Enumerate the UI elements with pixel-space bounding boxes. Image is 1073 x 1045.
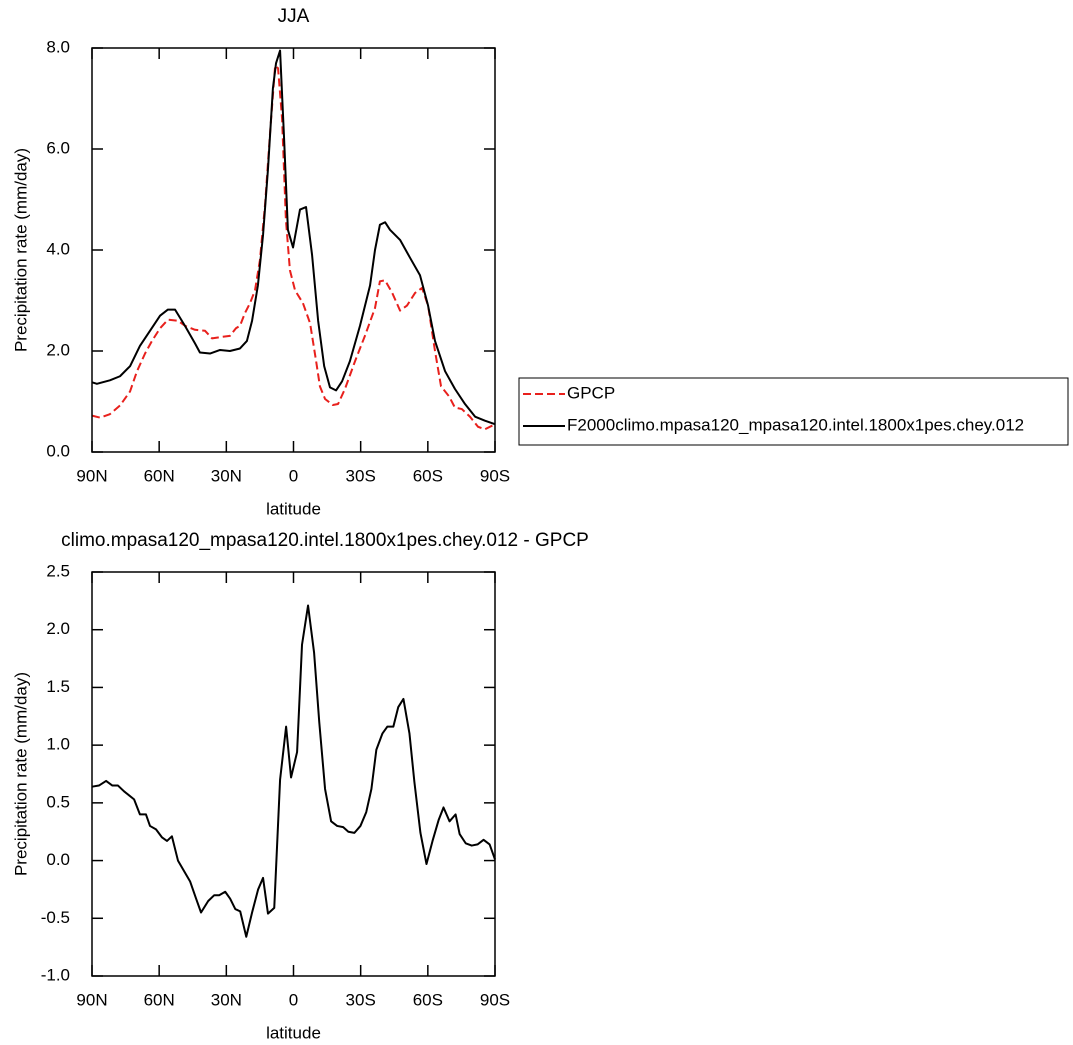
plot-frame [91, 571, 496, 977]
x-tick-label: 60S [413, 466, 443, 485]
legend-box [518, 377, 1069, 446]
x-tick-label: 30S [346, 990, 376, 1009]
data-line [91, 604, 496, 938]
y-tick-label: 2.5 [46, 561, 70, 580]
y-tick-label: -1.0 [41, 965, 70, 984]
x-tick-label: 0 [289, 990, 298, 1009]
data-line [91, 49, 496, 426]
x-tick-label: 90N [76, 466, 107, 485]
x-axis-label: latitude [266, 499, 321, 518]
x-axis-label: latitude [266, 1023, 321, 1042]
x-tick-label: 90N [76, 990, 107, 1009]
chart-title: JJA [278, 6, 310, 27]
chart-title: climo.mpasa120_mpasa120.intel.1800x1pes.… [61, 530, 589, 551]
y-axis-label: Precipitation rate (mm/day) [11, 148, 30, 352]
y-tick-label: 0.0 [46, 850, 70, 869]
x-tick-label: 30N [211, 990, 242, 1009]
x-tick-label: 60N [144, 990, 175, 1009]
x-tick-label: 0 [289, 466, 298, 485]
y-axis-label: Precipitation rate (mm/day) [11, 672, 30, 876]
y-tick-label: 2.0 [46, 619, 70, 638]
x-tick-label: 30S [346, 466, 376, 485]
x-tick-label: 90S [480, 990, 510, 1009]
x-tick-label: 30N [211, 466, 242, 485]
x-tick-label: 60S [413, 990, 443, 1009]
y-tick-label: 4.0 [46, 239, 70, 258]
legend-label: F2000climo.mpasa120_mpasa120.intel.1800x… [567, 415, 1024, 434]
y-tick-label: 8.0 [46, 37, 70, 56]
y-tick-label: 0.0 [46, 441, 70, 460]
plot-frame [91, 47, 496, 453]
x-tick-label: 90S [480, 466, 510, 485]
y-tick-label: -0.5 [41, 908, 70, 927]
data-line [91, 64, 496, 431]
y-tick-label: 1.0 [46, 735, 70, 754]
y-tick-label: 1.5 [46, 677, 70, 696]
y-tick-label: 2.0 [46, 340, 70, 359]
legend-label: GPCP [567, 383, 615, 402]
x-tick-label: 60N [144, 466, 175, 485]
y-tick-label: 0.5 [46, 792, 70, 811]
y-tick-label: 6.0 [46, 138, 70, 157]
